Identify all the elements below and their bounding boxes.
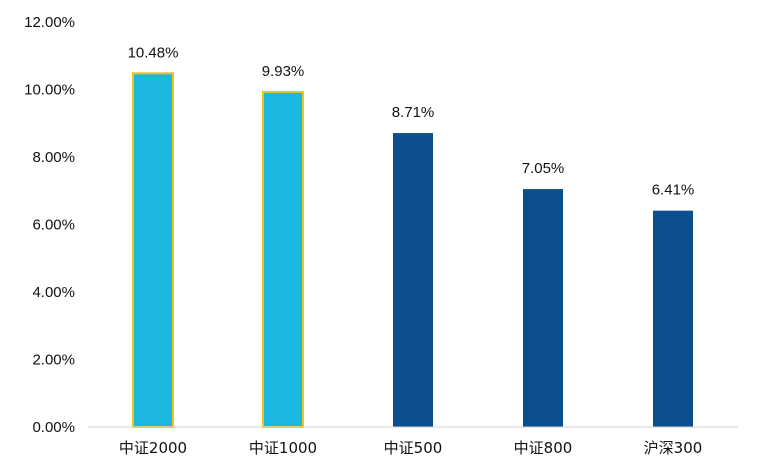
- data-label: 9.93%: [262, 63, 305, 80]
- y-tick-label: 4.00%: [32, 284, 75, 301]
- x-category-label: 中证800: [514, 439, 573, 457]
- data-label: 8.71%: [392, 104, 435, 121]
- y-tick-label: 10.00%: [24, 82, 75, 99]
- y-tick-label: 12.00%: [24, 14, 75, 31]
- x-category-label: 中证2000: [119, 439, 187, 457]
- bar: [393, 133, 433, 427]
- bar: [653, 210, 693, 427]
- x-category-label: 中证1000: [249, 439, 317, 457]
- data-label: 6.41%: [652, 182, 695, 199]
- x-category-label: 沪深300: [644, 439, 703, 457]
- data-label: 7.05%: [522, 160, 565, 177]
- x-category-label: 中证500: [384, 439, 443, 457]
- bar: [262, 90, 304, 429]
- y-tick-label: 8.00%: [32, 149, 75, 166]
- y-tick-label: 6.00%: [32, 217, 75, 234]
- bar: [523, 189, 563, 427]
- y-tick-label: 0.00%: [32, 419, 75, 436]
- bar: [132, 72, 174, 429]
- y-tick-label: 2.00%: [32, 352, 75, 369]
- data-label: 10.48%: [128, 44, 179, 61]
